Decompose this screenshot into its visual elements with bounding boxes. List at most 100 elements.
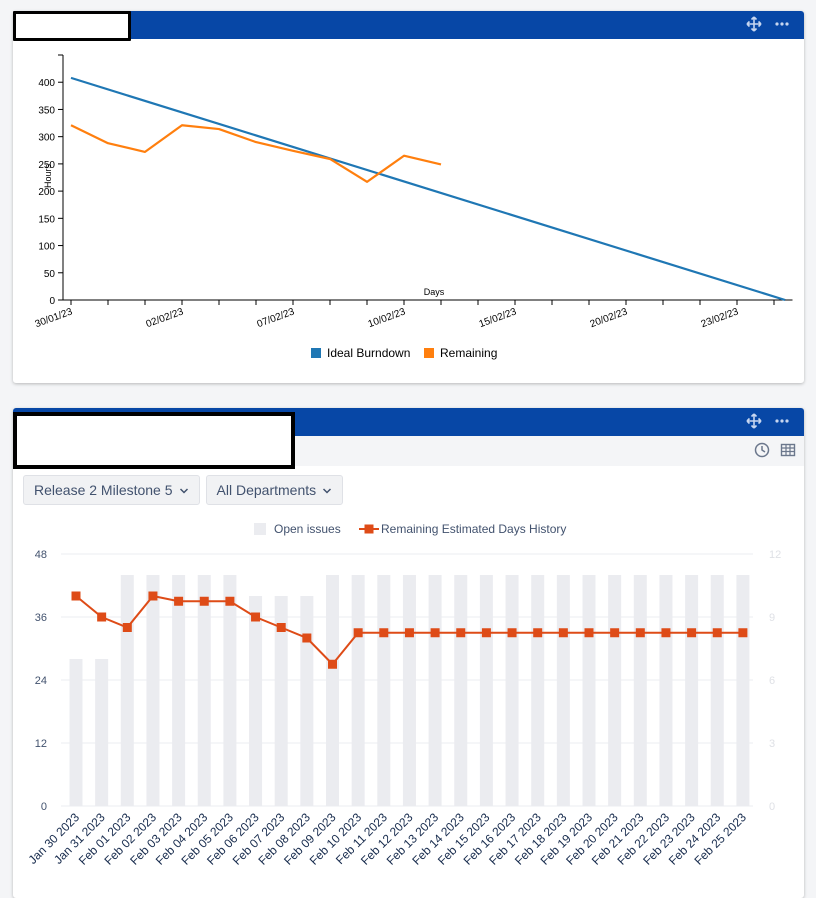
y-axis-title: Hours: [43, 164, 53, 189]
marker-remaining-days: [661, 628, 671, 638]
table-view-icon[interactable]: [780, 442, 796, 463]
y-tick-label: 350: [38, 105, 55, 116]
bar-open-issues: [736, 575, 750, 806]
y-tick-label: 300: [38, 133, 55, 144]
y-tick-label: 0: [49, 296, 55, 307]
release-filter-label: Release 2 Milestone 5: [34, 482, 173, 498]
y-left-tick-label: 24: [35, 675, 47, 687]
marker-remaining-days: [456, 628, 466, 638]
marker-remaining-days: [687, 628, 697, 638]
department-filter-dropdown[interactable]: All Departments: [205, 475, 344, 505]
y-right-tick-label: 3: [769, 738, 775, 750]
x-tick-label: 15/02/23: [478, 306, 519, 330]
x-tick-label: 20/02/23: [589, 306, 630, 330]
y-tick-label: 50: [44, 269, 56, 280]
marker-remaining-days: [635, 628, 645, 638]
bar-open-issues: [685, 575, 699, 806]
move-icon[interactable]: [746, 16, 762, 32]
redacted-title: [13, 11, 131, 41]
bar-open-issues: [402, 575, 416, 806]
bar-open-issues: [608, 575, 622, 806]
y-tick-label: 150: [38, 214, 55, 225]
marker-remaining-days: [97, 612, 107, 622]
x-tick-label: 02/02/23: [145, 306, 186, 330]
more-options-icon[interactable]: [774, 413, 790, 429]
y-right-tick-label: 6: [769, 675, 775, 687]
burndown-panel: 0 50 100 150 200 250 300 350 400 30/01/23 02/02/23…: [13, 11, 804, 383]
bar-open-issues: [428, 575, 442, 806]
legend-swatch-open-issues: [254, 523, 266, 535]
bar-open-issues: [274, 596, 288, 806]
marker-remaining-days: [353, 628, 363, 638]
move-icon[interactable]: [746, 413, 762, 429]
marker-remaining-days: [328, 659, 337, 669]
bar-open-issues: [197, 575, 211, 806]
bar-open-issues: [454, 575, 468, 806]
x-tick-label: 30/01/23: [34, 306, 75, 330]
marker-remaining-days: [738, 628, 748, 638]
legend-swatch: [311, 348, 321, 358]
marker-remaining-days: [122, 623, 132, 632]
redacted-title: [13, 412, 295, 469]
marker-remaining-days: [404, 628, 414, 638]
legend-swatch: [424, 348, 434, 358]
marker-remaining-days: [302, 633, 312, 643]
burndown-chart: 0 50 100 150 200 250 300 350 400 30/01/23 02/02/23…: [34, 54, 793, 360]
series-line-remaining: [70, 124, 442, 183]
release-filter-dropdown[interactable]: Release 2 Milestone 5: [23, 475, 200, 505]
y-right-tick-label: 9: [769, 612, 775, 624]
chevron-down-icon: [179, 482, 189, 498]
bar-open-issues: [69, 659, 83, 806]
legend-label: Remaining: [440, 346, 497, 360]
y-tick-label: 250: [38, 160, 55, 171]
bar-open-issues: [659, 575, 673, 806]
bar-open-issues: [582, 575, 596, 806]
series-line-ideal-burndown: [70, 76, 786, 302]
more-options-icon[interactable]: [774, 16, 790, 32]
marker-remaining-days: [533, 628, 543, 638]
chevron-down-icon: [322, 482, 332, 498]
marker-remaining-days: [430, 628, 440, 638]
marker-remaining-days: [251, 612, 261, 622]
marker-remaining-days: [276, 623, 286, 632]
issues-panel: Release 2 Milestone 5 All Departments 0 1…: [13, 408, 804, 898]
department-filter-label: All Departments: [216, 482, 317, 498]
marker-remaining-days: [379, 628, 389, 638]
bar-open-issues: [531, 575, 545, 806]
bar-open-issues: [326, 575, 339, 806]
bar-open-issues: [249, 596, 263, 806]
y-left-tick-label: 48: [35, 549, 47, 561]
bar-open-issues: [556, 575, 570, 806]
y-tick-label: 400: [38, 78, 55, 89]
y-tick-label: 200: [38, 187, 55, 198]
x-tick-label: 07/02/23: [256, 306, 297, 330]
y-right-tick-label: 12: [769, 549, 781, 561]
legend-label: Ideal Burndown: [327, 346, 410, 360]
marker-remaining-days: [71, 591, 81, 601]
marker-remaining-days: [712, 628, 722, 638]
history-clock-icon[interactable]: [754, 442, 770, 463]
y-left-tick-label: 12: [35, 738, 47, 750]
y-left-tick-label: 36: [35, 612, 47, 624]
legend-label-remaining-days: Remaining Estimated Days History: [381, 522, 566, 536]
marker-remaining-days: [174, 596, 184, 606]
marker-remaining-days: [558, 628, 568, 638]
bar-open-issues: [120, 575, 134, 806]
bar-open-issues: [479, 575, 493, 806]
x-tick-label: 10/02/23: [367, 306, 408, 330]
panel-header: [13, 11, 804, 41]
bar-open-issues: [146, 575, 160, 806]
bar-open-issues: [505, 575, 519, 806]
marker-remaining-days: [481, 628, 491, 638]
legend-marker-remaining-days: [364, 524, 374, 534]
marker-remaining-days: [610, 628, 620, 638]
bar-open-issues: [633, 575, 647, 806]
marker-remaining-days: [148, 591, 158, 601]
bar-open-issues: [223, 575, 237, 806]
y-right-tick-label: 0: [769, 801, 775, 813]
marker-remaining-days: [225, 596, 235, 606]
marker-remaining-days: [584, 628, 594, 638]
marker-remaining-days: [507, 628, 517, 638]
x-axis-title: Days: [424, 287, 445, 297]
